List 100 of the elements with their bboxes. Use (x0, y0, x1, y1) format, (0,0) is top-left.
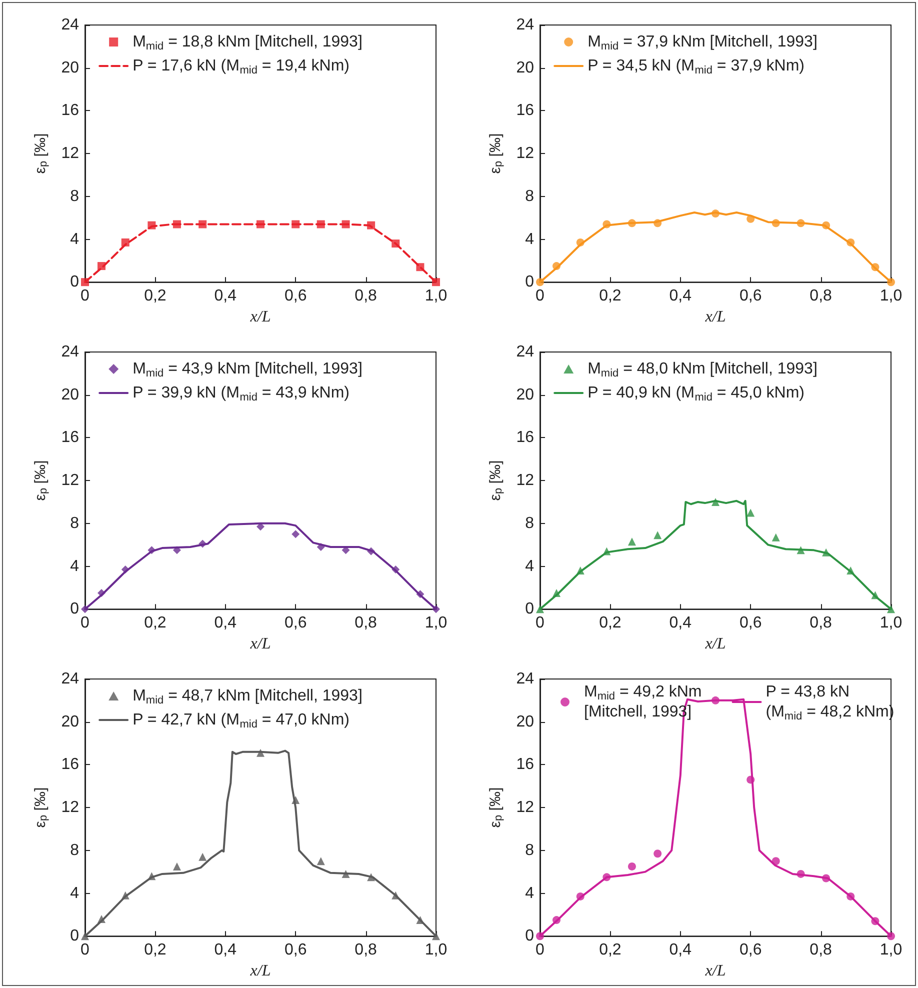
y-tick-label: 8 (70, 188, 80, 205)
point (367, 873, 376, 882)
point (846, 566, 855, 575)
y-tick-label: 20 (516, 713, 534, 730)
point (97, 262, 106, 270)
x-tick-label: 0,6 (284, 614, 307, 632)
x-tick-label: 0,4 (214, 288, 237, 305)
point (316, 857, 325, 866)
point (746, 508, 755, 517)
x-tick-label: 0,8 (810, 614, 832, 632)
y-tick-label: 8 (525, 188, 534, 205)
point (654, 531, 662, 540)
point (822, 874, 830, 882)
point (712, 498, 720, 506)
point (536, 278, 544, 286)
y-tick-label: 12 (61, 145, 80, 162)
point (97, 914, 106, 923)
point (602, 547, 611, 556)
point (416, 916, 424, 924)
point (552, 916, 560, 924)
point (198, 540, 207, 548)
point (121, 238, 130, 246)
y-axis-title: εp [‰] (487, 460, 504, 501)
y-tick-label: 20 (516, 59, 534, 76)
x-tick-label: 1,0 (880, 288, 902, 305)
x-tick-label: 0,8 (810, 288, 832, 305)
point (316, 542, 325, 551)
point (121, 565, 130, 574)
point (256, 220, 264, 228)
point (172, 862, 181, 870)
y-tick-label: 12 (516, 799, 534, 816)
y-tick-label: 24 (61, 16, 80, 34)
x-tick-label: 1,0 (424, 614, 448, 632)
point (316, 220, 325, 228)
point (552, 262, 560, 270)
x-tick-label: 0,2 (144, 614, 166, 632)
point (148, 546, 156, 554)
point (81, 278, 89, 286)
point (628, 538, 636, 546)
x-tick-label: 1,0 (424, 288, 448, 305)
y-tick-label: 4 (525, 230, 534, 248)
y-tick-label: 20 (516, 386, 534, 404)
x-axis-title: x/L (704, 308, 726, 326)
x-tick-label: 0,8 (354, 614, 378, 632)
y-tick-label: 8 (525, 842, 534, 859)
point (576, 238, 584, 246)
y-tick-label: 16 (61, 756, 80, 774)
y-tick-label: 24 (61, 344, 80, 360)
x-tick-label: 0,8 (354, 288, 378, 305)
x-axis-title: x/L (249, 636, 271, 652)
y-axis-title: εp [‰] (32, 460, 50, 501)
x-tick-label: 1,0 (424, 942, 448, 959)
x-axis-title: x/L (704, 636, 726, 652)
point (772, 533, 780, 542)
point (552, 589, 560, 598)
point (148, 221, 156, 230)
x-tick-label: 0,6 (284, 942, 307, 959)
point (602, 220, 611, 228)
x-tick-label: 0,2 (599, 614, 622, 632)
y-tick-label: 16 (516, 756, 534, 774)
y-tick-label: 16 (516, 102, 534, 120)
point (292, 220, 300, 228)
y-tick-label: 4 (70, 884, 80, 902)
y-tick-label: 4 (70, 230, 80, 248)
point (871, 591, 880, 600)
point (772, 219, 780, 228)
x-tick-label: 0,8 (354, 942, 378, 959)
y-tick-label: 0 (70, 600, 80, 618)
point (746, 214, 755, 223)
y-tick-label: 24 (516, 344, 534, 360)
point (654, 219, 662, 228)
point (576, 566, 584, 575)
point (367, 547, 376, 556)
x-tick-label: 1,0 (880, 614, 902, 632)
y-tick-label: 24 (516, 670, 534, 688)
y-tick-label: 0 (525, 274, 534, 291)
x-tick-label: 0,6 (739, 942, 762, 959)
x-tick-label: 0,2 (144, 942, 166, 959)
y-tick-label: 0 (525, 600, 534, 618)
y-tick-label: 8 (70, 514, 80, 532)
y-tick-label: 20 (61, 713, 80, 730)
point (846, 238, 855, 246)
point (416, 590, 424, 598)
y-tick-label: 0 (70, 274, 80, 291)
point (392, 240, 400, 248)
x-tick-label: 1,0 (880, 942, 902, 959)
x-tick-label: 0,4 (214, 614, 237, 632)
point (712, 210, 720, 218)
y-axis-title: εp [‰] (487, 787, 504, 828)
x-tick-label: 0,6 (739, 614, 762, 632)
point (536, 605, 544, 614)
x-tick-label: 0,6 (284, 288, 307, 305)
y-tick-label: 4 (70, 558, 80, 575)
point (654, 850, 662, 858)
x-tick-label: 0,4 (214, 942, 237, 959)
y-tick-label: 4 (525, 884, 534, 902)
y-tick-label: 20 (61, 59, 80, 76)
point (342, 870, 350, 878)
point (712, 696, 720, 704)
point (256, 748, 264, 757)
